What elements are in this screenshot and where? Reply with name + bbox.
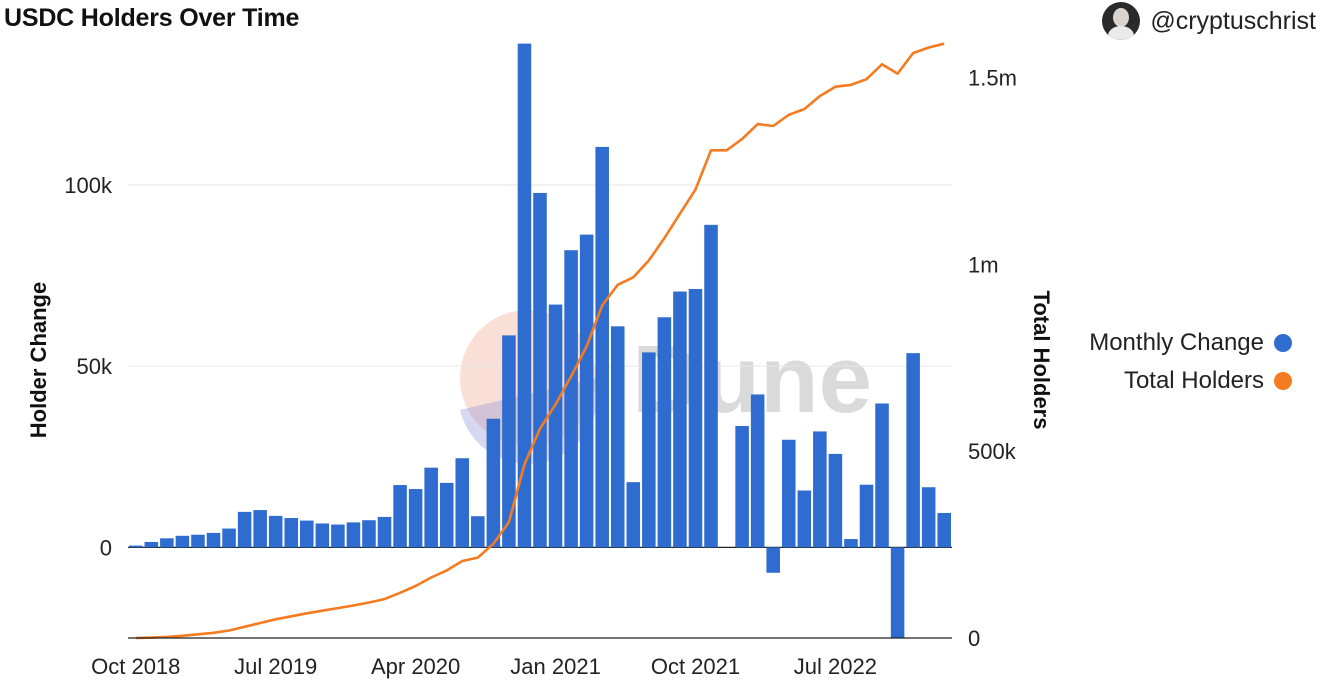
bar-monthly-change[interactable] [253, 510, 267, 548]
bar-monthly-change[interactable] [331, 524, 345, 548]
y-tick-label-left: 0 [100, 535, 112, 560]
bar-monthly-change[interactable] [455, 458, 470, 548]
legend-swatch [1274, 334, 1292, 352]
bar-monthly-change[interactable] [781, 439, 796, 548]
x-tick-label: Jul 2019 [234, 654, 317, 679]
bar-monthly-change[interactable] [890, 547, 905, 638]
legend-item-total-holders[interactable]: Total Holders [1089, 362, 1292, 400]
bar-monthly-change[interactable] [408, 489, 423, 548]
bar-monthly-change[interactable] [377, 516, 392, 548]
y-tick-label-right: 500k [968, 439, 1017, 464]
bar-monthly-change[interactable] [564, 250, 578, 548]
legend-label: Monthly Change [1089, 329, 1264, 356]
author-name[interactable]: @cryptuschrist [1150, 6, 1316, 35]
bar-monthly-change[interactable] [160, 538, 174, 548]
bar-monthly-change[interactable] [533, 192, 547, 548]
bar-monthly-change[interactable] [502, 335, 516, 548]
y-tick-label-right: 1.5m [968, 65, 1017, 90]
bar-monthly-change[interactable] [859, 484, 874, 548]
bar-monthly-change[interactable] [642, 352, 656, 548]
bar-monthly-change[interactable] [191, 534, 205, 548]
bar-monthly-change[interactable] [548, 304, 563, 548]
author-badge[interactable]: @cryptuschrist [1102, 2, 1316, 40]
bar-monthly-change[interactable] [626, 482, 641, 548]
bar-monthly-change[interactable] [129, 545, 143, 548]
y-axis-label-right: Total Holders [1029, 291, 1054, 430]
x-tick-label: Jan 2021 [510, 654, 601, 679]
bar-monthly-change[interactable] [471, 516, 485, 548]
chart-title: USDC Holders Over Time [4, 4, 300, 32]
bar-monthly-change[interactable] [284, 518, 299, 548]
legend-item-monthly-change[interactable]: Monthly Change [1089, 324, 1292, 362]
bar-monthly-change[interactable] [268, 515, 283, 548]
bar-monthly-change[interactable] [222, 528, 236, 548]
bar-monthly-change[interactable] [828, 453, 843, 548]
bar-monthly-change[interactable] [237, 511, 252, 548]
bar-monthly-change[interactable] [517, 43, 532, 548]
line-total-holders[interactable] [135, 42, 945, 640]
bar-monthly-change[interactable] [704, 224, 718, 548]
y-tick-label-right: 0 [968, 626, 980, 651]
bar-monthly-change[interactable] [735, 425, 749, 548]
x-tick-label: Oct 2021 [651, 654, 740, 679]
y-tick-label-left: 100k [64, 173, 113, 198]
bar-monthly-change[interactable] [875, 403, 889, 548]
bar-monthly-change[interactable] [906, 353, 920, 548]
bar-monthly-change[interactable] [175, 535, 190, 548]
bar-monthly-change[interactable] [300, 520, 314, 548]
x-tick-label: Oct 2018 [91, 654, 180, 679]
bar-monthly-change[interactable] [844, 539, 858, 548]
bar-monthly-change[interactable] [315, 523, 330, 548]
bar-monthly-change[interactable] [921, 487, 936, 548]
bar-monthly-change[interactable] [144, 541, 159, 548]
bar-monthly-change[interactable] [797, 490, 812, 548]
bar-monthly-change[interactable] [362, 520, 376, 548]
legend-swatch [1274, 372, 1292, 390]
line-series-total-holders [135, 42, 945, 640]
x-tick-label: Apr 2020 [371, 654, 460, 679]
avatar[interactable] [1102, 2, 1141, 40]
bar-monthly-change[interactable] [673, 291, 687, 548]
x-tick-label: Jul 2022 [794, 654, 877, 679]
y-axis-label-left: Holder Change [26, 282, 51, 438]
bar-monthly-change[interactable] [424, 467, 438, 548]
bar-monthly-change[interactable] [750, 394, 765, 548]
y-tick-label-left: 50k [77, 354, 113, 379]
bar-monthly-change[interactable] [766, 547, 780, 573]
bar-monthly-change[interactable] [486, 418, 501, 548]
legend: Monthly Change Total Holders [1089, 324, 1292, 400]
bar-monthly-change[interactable] [610, 326, 625, 548]
bar-monthly-change[interactable] [346, 522, 361, 548]
legend-label: Total Holders [1123, 367, 1264, 394]
bar-series-monthly-change [129, 43, 951, 638]
bar-monthly-change[interactable] [813, 431, 827, 548]
bar-monthly-change[interactable] [439, 482, 454, 548]
y-tick-label-right: 1m [968, 252, 999, 277]
bar-monthly-change[interactable] [206, 532, 221, 548]
bar-monthly-change[interactable] [579, 234, 594, 548]
bar-monthly-change[interactable] [393, 485, 407, 548]
bar-monthly-change[interactable] [937, 512, 951, 548]
bar-monthly-change[interactable] [657, 317, 672, 548]
axes: 0 50k 100k 0 500k 1m 1.5m Oct 2018 Jul 2019 Apr 2… [64, 65, 1017, 679]
bar-monthly-change[interactable] [595, 146, 609, 548]
bar-monthly-change[interactable] [688, 288, 703, 548]
